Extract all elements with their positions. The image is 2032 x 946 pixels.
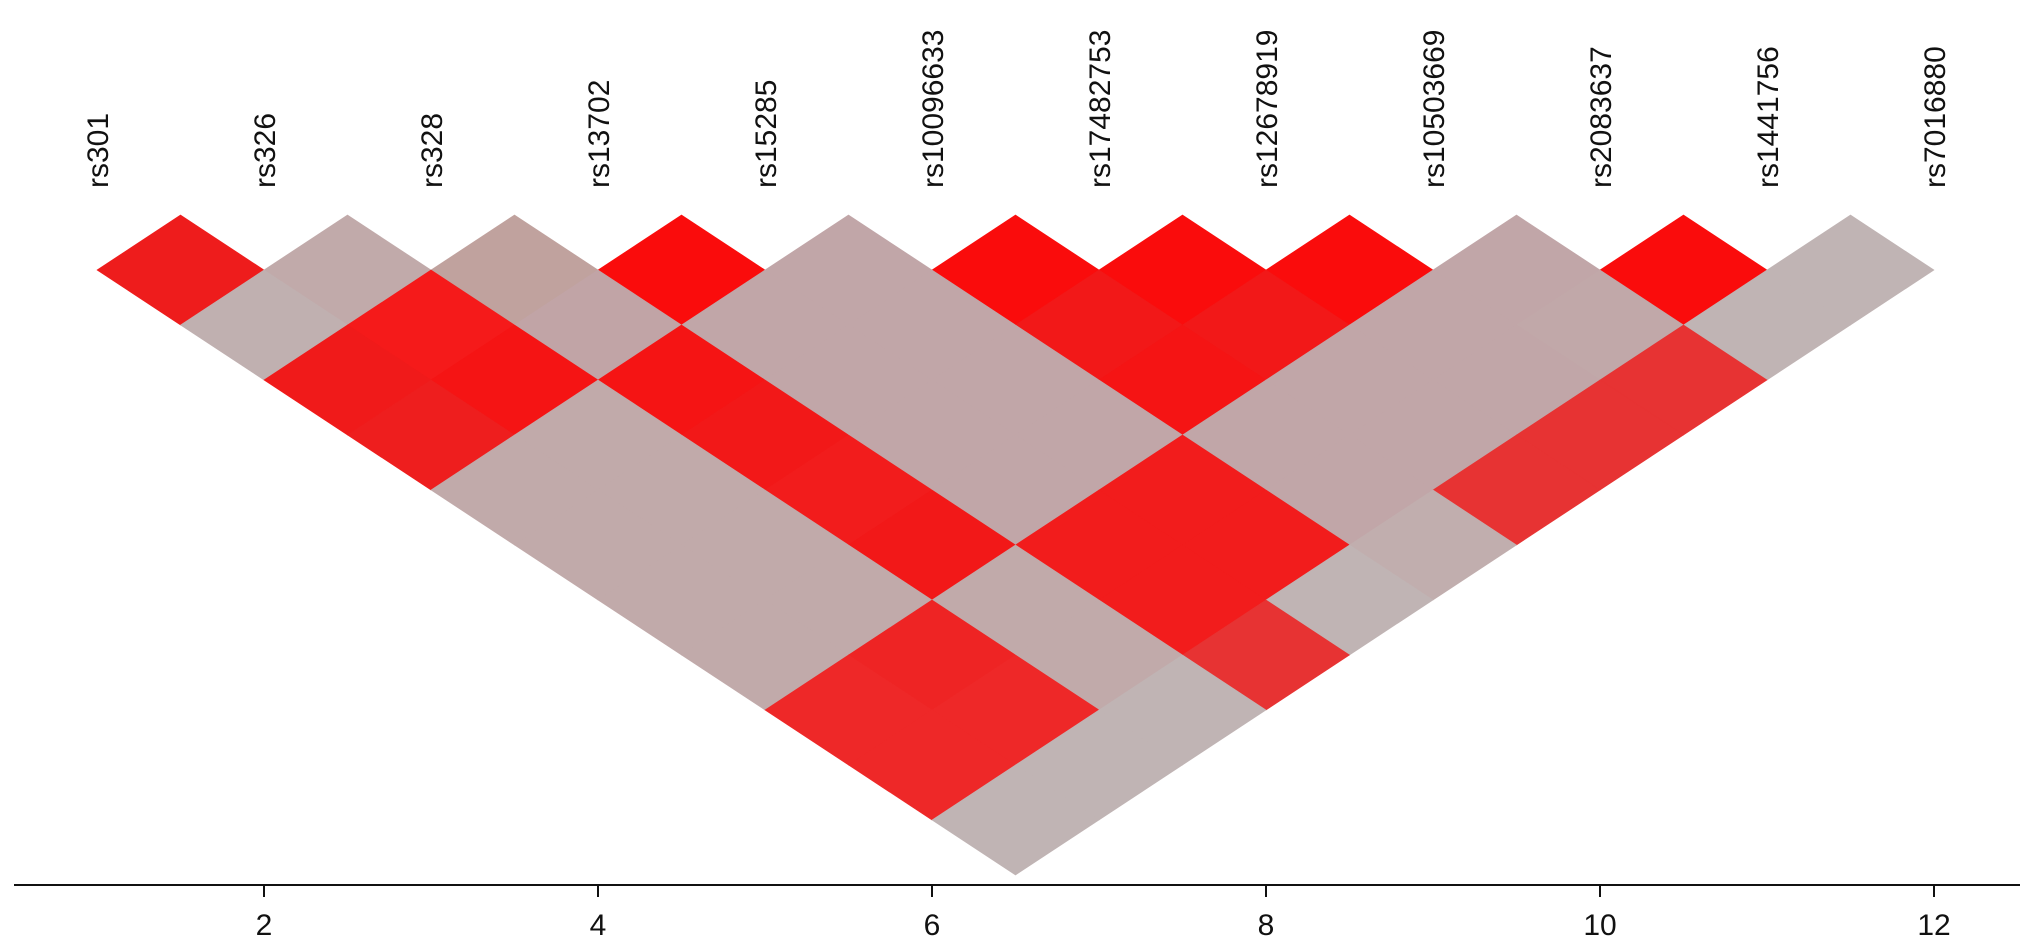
x-tick-label-2: 2 (256, 909, 273, 942)
marker-label-rs17482753: rs17482753 (1084, 30, 1117, 188)
marker-label-rs328: rs328 (416, 113, 449, 188)
ld-cells-layer (96, 214, 1935, 876)
marker-label-rs10503669: rs10503669 (1418, 30, 1451, 188)
marker-label-rs7016880: rs7016880 (1919, 46, 1952, 188)
marker-label-rs1441756: rs1441756 (1752, 46, 1785, 188)
marker-label-rs13702: rs13702 (583, 80, 616, 188)
x-axis: 2 4 6 8 10 12 (14, 884, 2020, 942)
marker-label-rs2083637: rs2083637 (1585, 46, 1618, 188)
x-tick-label-10: 10 (1583, 909, 1616, 942)
marker-labels-layer: rs301 rs326 rs328 rs13702 rs15285 rs10096633 r… (82, 30, 1952, 188)
x-tick-label-12: 12 (1917, 909, 1950, 942)
x-tick-label-8: 8 (1258, 909, 1275, 942)
ld-cell-rs301-rs7016880 (931, 764, 1100, 876)
x-tick-label-4: 4 (590, 909, 607, 942)
marker-label-rs12678919: rs12678919 (1251, 30, 1284, 188)
marker-label-rs10096633: rs10096633 (917, 30, 950, 188)
marker-label-rs15285: rs15285 (750, 80, 783, 188)
marker-label-rs301: rs301 (82, 113, 115, 188)
marker-label-rs326: rs326 (249, 113, 282, 188)
x-tick-label-6: 6 (924, 909, 941, 942)
